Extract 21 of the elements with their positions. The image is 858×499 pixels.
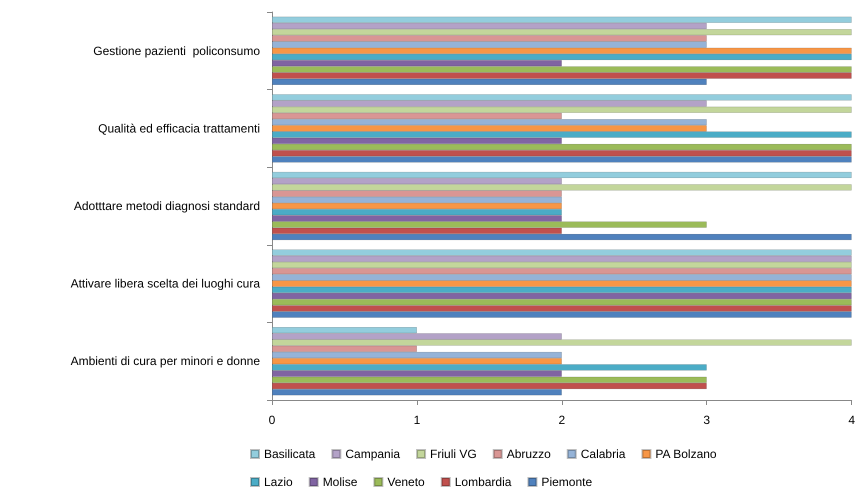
y-tick-label: Gestione pazienti policonsumo xyxy=(93,44,260,58)
y-tick-label: Adotttare metodi diagnosi standard xyxy=(74,199,260,213)
x-tick-label: 4 xyxy=(848,413,856,427)
legend-label: Friuli VG xyxy=(430,447,477,461)
x-tick-label: 3 xyxy=(703,413,710,427)
x-tick-label: 2 xyxy=(558,413,566,427)
y-tick-label: Qualità ed efficacia trattamenti xyxy=(98,121,260,136)
legend-label: Basilicata xyxy=(264,447,316,461)
legend-label: Abruzzo xyxy=(506,447,552,461)
legend-label: Lazio xyxy=(264,475,294,489)
legend-label: Veneto xyxy=(387,475,426,489)
x-tick-label: 1 xyxy=(414,413,421,427)
y-tick-label: Ambienti di cura per minori e donne xyxy=(70,354,260,368)
legend-label: Calabria xyxy=(580,447,626,461)
legend-label: Campania xyxy=(345,447,400,461)
legend-label: PA Bolzano xyxy=(655,447,717,461)
legend-label: Lombardia xyxy=(454,475,512,489)
legend-label: Piemonte xyxy=(541,475,592,489)
legend-label: Molise xyxy=(322,475,358,489)
y-tick-label: Attivare libera scelta dei luoghi cura xyxy=(70,276,260,291)
x-tick-label: 0 xyxy=(268,413,276,427)
